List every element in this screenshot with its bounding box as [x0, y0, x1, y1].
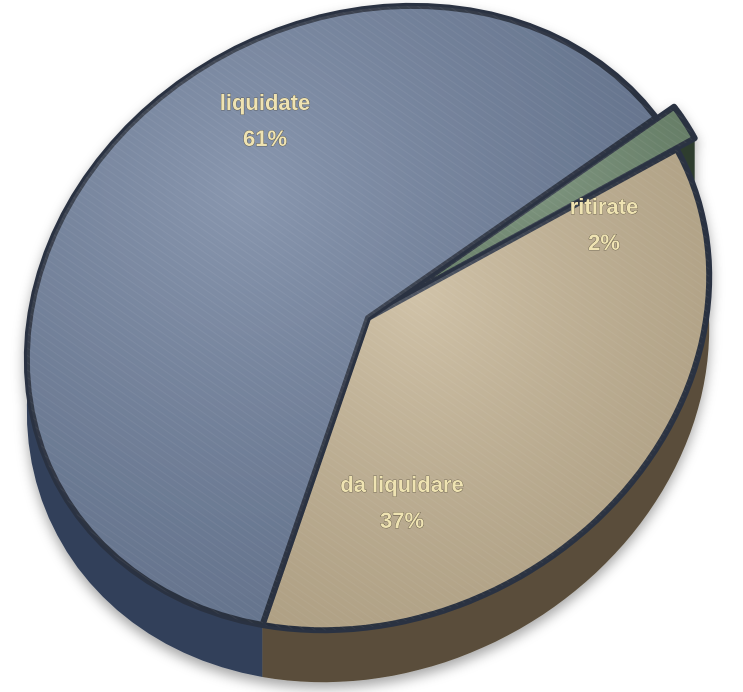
slice-label-ritirate: ritirate [570, 194, 638, 219]
slice-percent-liquidate: 61% [243, 126, 287, 151]
slice-percent-ritirate: 2% [588, 230, 620, 255]
slice-label-da-liquidare: da liquidare [340, 472, 463, 497]
slice-percent-da-liquidare: 37% [380, 508, 424, 533]
slice-label-liquidate: liquidate [220, 90, 310, 115]
